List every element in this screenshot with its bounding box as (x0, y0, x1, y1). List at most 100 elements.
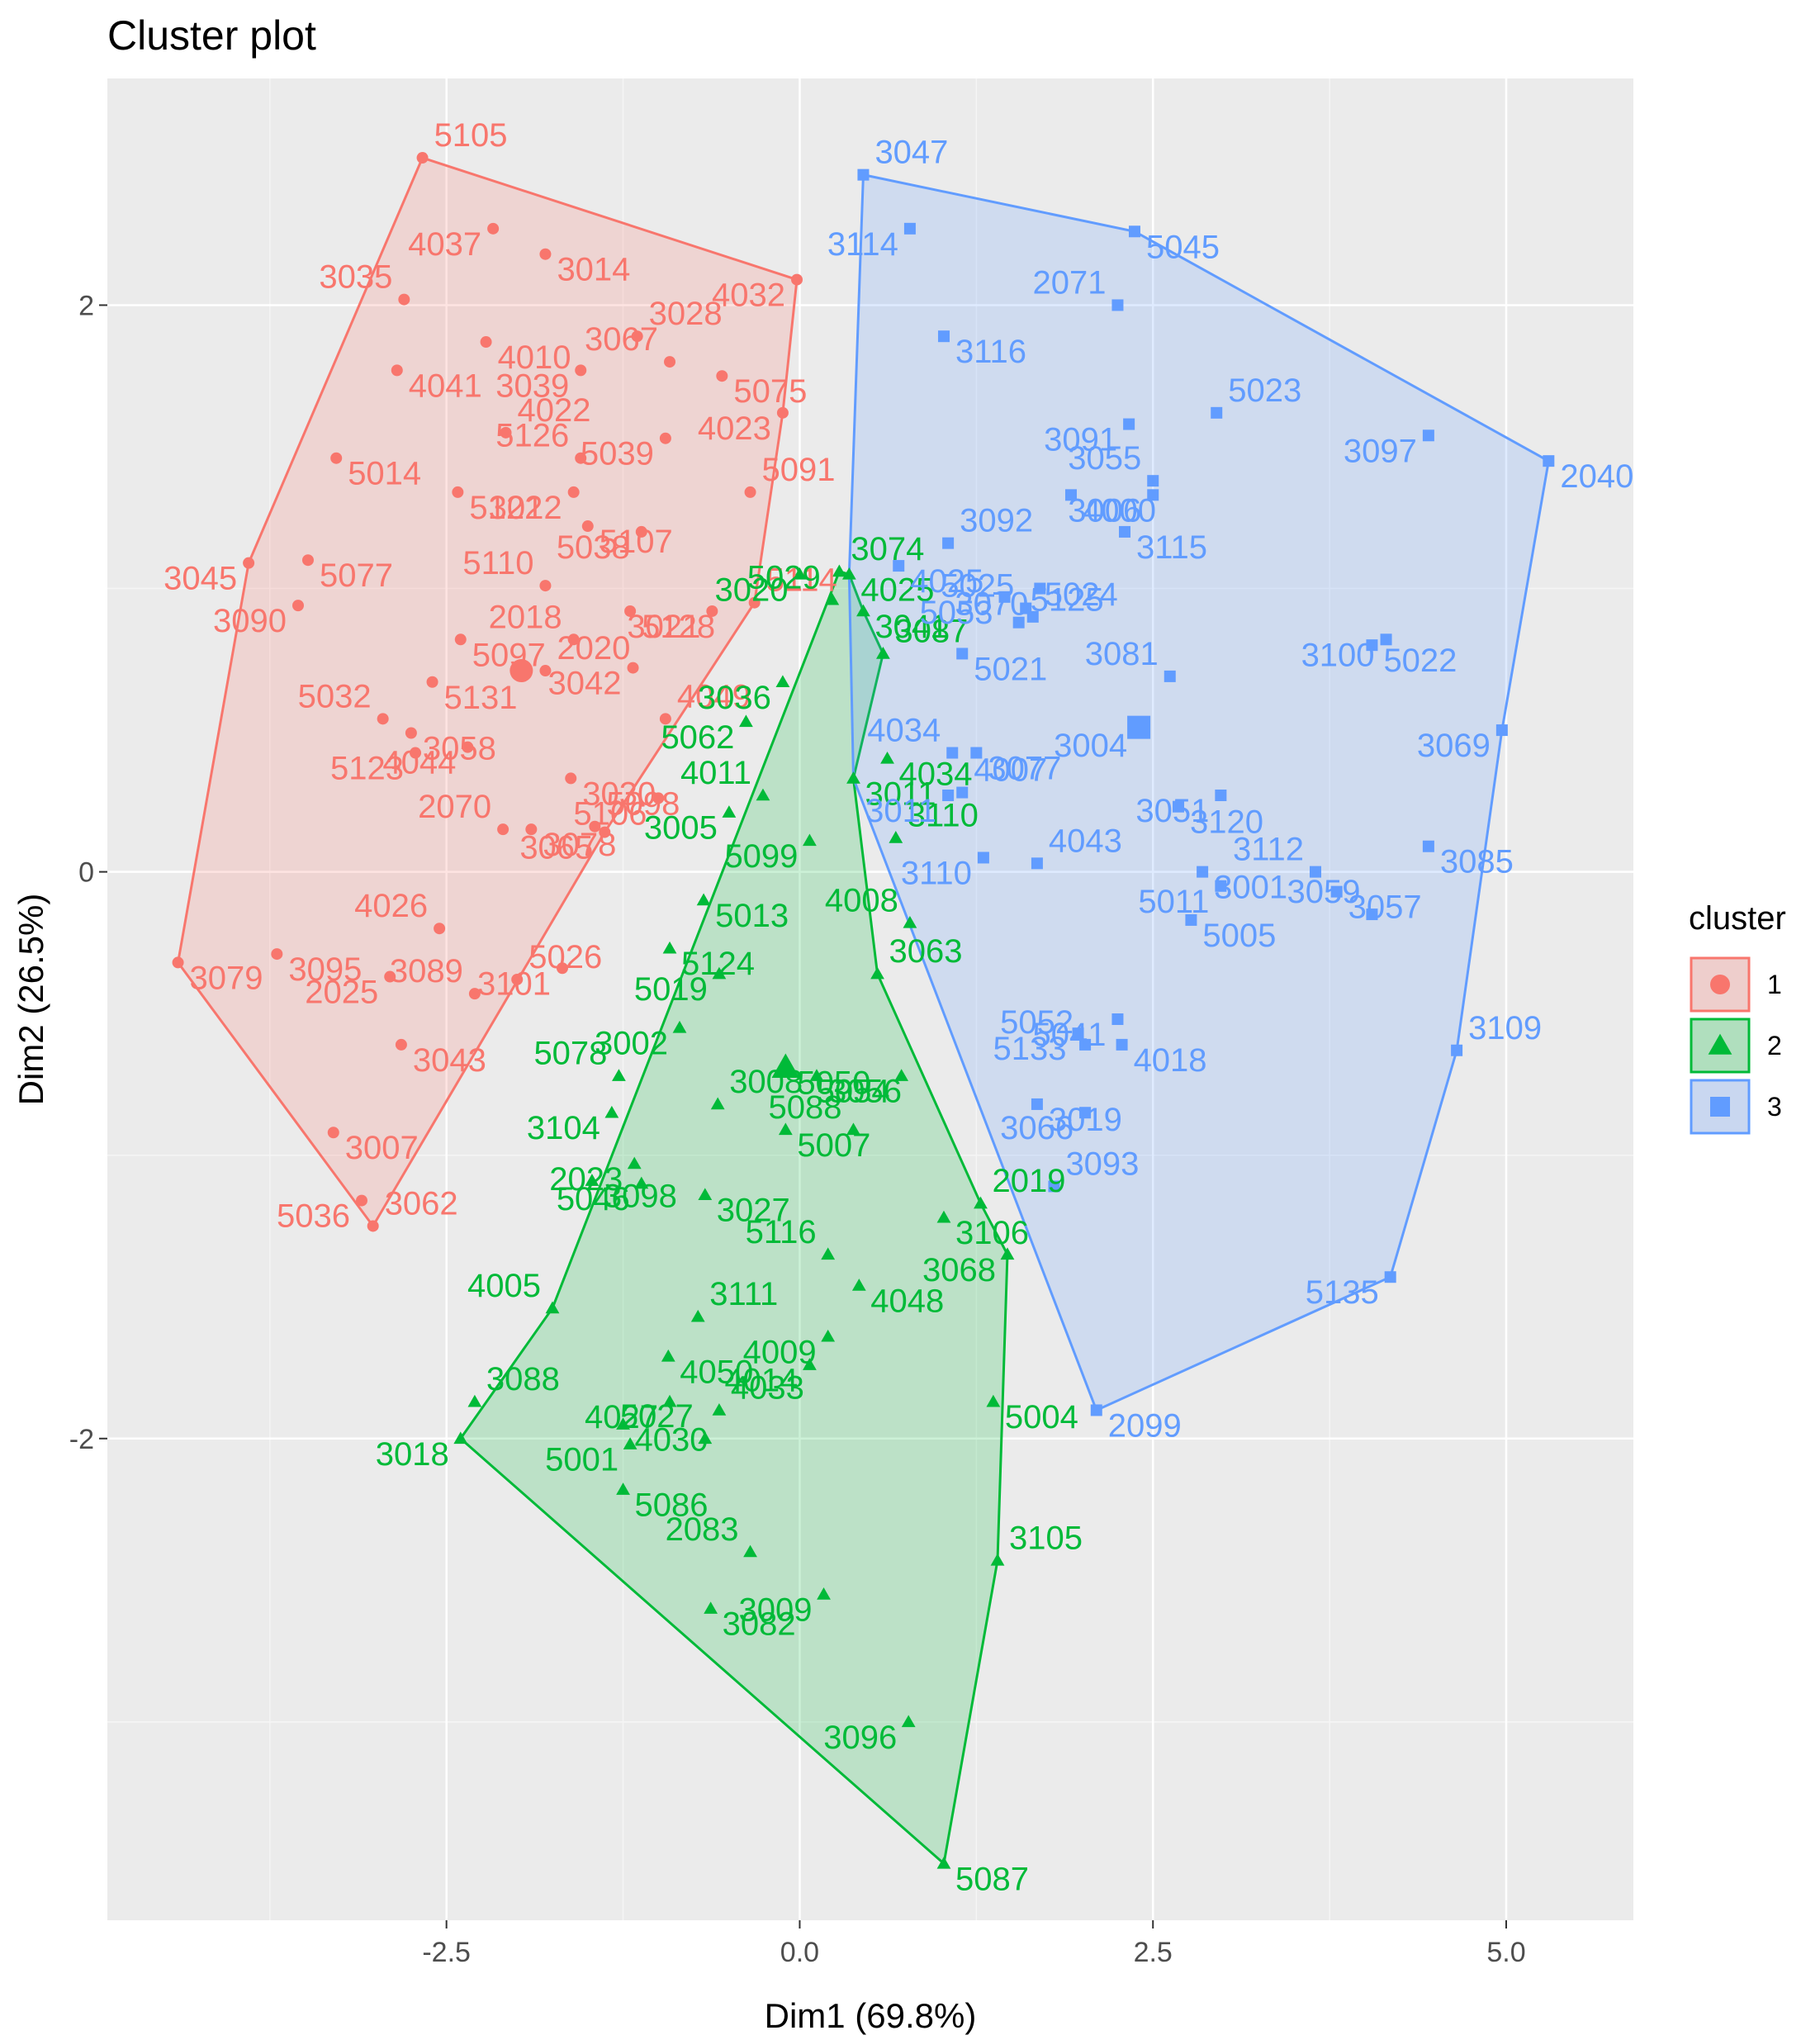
cluster-1-point-3065 (599, 826, 611, 838)
cluster-2-point-5001 (623, 1437, 637, 1449)
cluster-1-point-4010 (480, 336, 492, 349)
point-label-3114: 3114 (827, 226, 898, 263)
point-label-4027: 4027 (585, 1399, 658, 1435)
cluster-3-hull (847, 173, 1550, 1412)
point-label-5097: 5097 (472, 637, 546, 673)
cluster-3-point-5135 (1384, 1271, 1396, 1283)
point-label-3018: 3018 (376, 1436, 449, 1473)
cluster-2-point-5087 (936, 1856, 951, 1869)
cluster-2-point-3005 (722, 805, 737, 818)
cluster-3-point-3051 (1215, 789, 1227, 801)
cluster-1-point-4026 (434, 923, 446, 935)
cluster-2-point-4034 (880, 751, 894, 764)
point-label-4049: 4049 (677, 678, 751, 714)
cluster-3-point-4043 (1031, 857, 1043, 870)
point-label-5078: 5078 (533, 1036, 607, 1072)
point-label-3089: 3089 (390, 953, 463, 989)
cluster-3-point-3115 (1119, 525, 1130, 538)
point-label-2099: 2099 (1108, 1407, 1182, 1444)
point-label-4032: 4032 (712, 278, 785, 314)
point-label-3116: 3116 (955, 334, 1026, 370)
cluster-1-point-4037 (487, 222, 500, 235)
point-label-4037: 4037 (408, 226, 481, 263)
point-label-5013: 5013 (715, 898, 789, 934)
cluster-1-point-5039 (659, 432, 671, 444)
cluster-3-point-5024 (1026, 610, 1039, 623)
cluster-1-point-5036 (356, 1194, 367, 1207)
point-label-3091: 3091 (1044, 422, 1117, 458)
y-tick-label: 0 (78, 857, 94, 889)
point-label-3056: 3056 (828, 1074, 902, 1110)
cluster-1-point-4044 (462, 741, 474, 753)
cluster-1-point-3089 (468, 988, 481, 1000)
cluster-2-point-4025 (841, 567, 856, 580)
point-label-2020: 2020 (557, 630, 630, 667)
point-label-4008: 4008 (825, 882, 898, 918)
point-label-3106: 3106 (955, 1215, 1029, 1251)
cluster-2-point-3087 (876, 647, 890, 659)
point-label-3087: 3087 (894, 613, 968, 649)
cluster-2-point-4050 (661, 1349, 675, 1362)
point-label-4022: 4022 (518, 392, 591, 429)
cluster-1-point-5126 (575, 452, 587, 464)
point-label-3058: 3058 (423, 731, 496, 767)
cluster-2-point-3056 (809, 1069, 824, 1081)
point-label-4018: 4018 (1134, 1042, 1207, 1079)
point-label-3065: 3065 (519, 830, 593, 866)
point-label-4014: 4014 (724, 1363, 798, 1399)
cluster-2-point-3082 (704, 1601, 718, 1614)
point-label-3097: 3097 (1344, 433, 1417, 469)
point-label-5021: 5021 (974, 651, 1047, 687)
cluster-1-point-3039 (575, 364, 587, 377)
point-label-5062: 5062 (661, 719, 734, 756)
cluster-3-point-3116 (937, 330, 950, 343)
point-label-4025: 4025 (860, 572, 934, 608)
point-label-2023: 2023 (549, 1161, 623, 1198)
cluster-3-point-3100 (1380, 633, 1392, 646)
cluster-2-point-3008 (710, 1097, 725, 1110)
point-label-5135: 5135 (1306, 1274, 1379, 1311)
cluster-1-point-2018 (567, 633, 580, 646)
point-label-3068: 3068 (922, 1252, 996, 1288)
point-label-2018: 2018 (489, 599, 562, 635)
legend-key-2-symbol (1708, 1033, 1732, 1055)
cluster-2-point-5062 (739, 714, 753, 728)
cluster-3-point-5045 (1128, 225, 1140, 238)
point-label-5045: 5045 (1146, 229, 1220, 265)
cluster-3-point-3001 (1197, 866, 1209, 878)
point-label-3105: 3105 (1009, 1520, 1083, 1556)
cluster-2-point-5029 (825, 592, 840, 605)
cluster-3-point-2040 (1543, 455, 1555, 467)
point-label-5105: 5105 (434, 117, 508, 154)
point-label-5004: 5004 (1005, 1399, 1078, 1435)
point-label-5124: 5124 (681, 946, 755, 982)
point-label-5107: 5107 (600, 524, 673, 560)
cluster-3-point-3011b (942, 789, 955, 801)
cluster-2-point-3104 (604, 1105, 619, 1118)
x-tick-label: -2.5 (422, 1937, 471, 1968)
cluster-1-point-4041 (391, 364, 403, 377)
cluster-1-point-5032 (377, 713, 389, 725)
cluster-3-point-5023 (1211, 406, 1223, 419)
point-label-5007: 5007 (797, 1127, 870, 1164)
cluster-3-point-3114 (903, 222, 916, 235)
point-label-5038: 5038 (557, 529, 630, 566)
legend-label-3: 3 (1767, 1092, 1782, 1122)
cluster-2-point-3020 (793, 567, 807, 580)
point-label-5052: 5052 (1000, 1004, 1074, 1041)
cluster-2-point-4027 (662, 1394, 677, 1407)
cluster-2-point-4008 (903, 915, 917, 928)
cluster-2-point-4005 (545, 1301, 560, 1314)
cluster-2-point-2023 (627, 1156, 642, 1169)
cluster-2-point-2019 (974, 1196, 988, 1209)
point-label-3110b: 3110 (901, 855, 972, 891)
cluster-2-point-4009 (821, 1329, 836, 1342)
cluster-1-point-2070 (497, 823, 510, 836)
point-label-5005: 5005 (1202, 918, 1276, 954)
cluster-1-point-5026 (511, 973, 524, 985)
point-label-5039: 5039 (581, 436, 654, 472)
cluster-2-point-3036 (775, 675, 790, 688)
cluster-1-point-5106 (652, 792, 665, 804)
